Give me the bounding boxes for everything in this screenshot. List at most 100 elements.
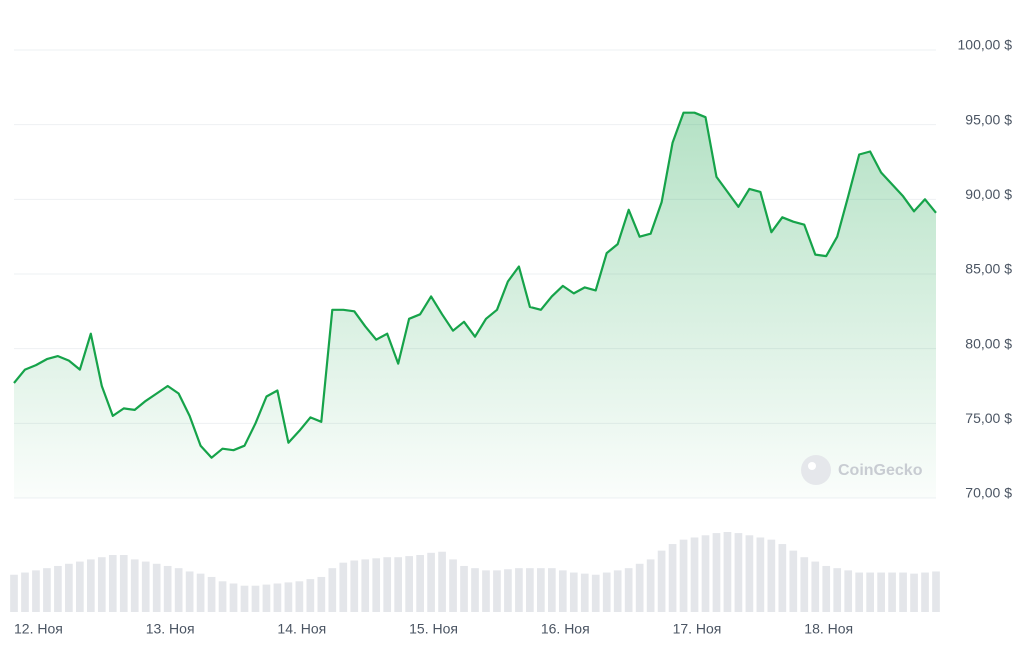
x-tick-label: 14. Ноя [277,621,326,637]
volume-bar [32,570,40,612]
volume-bar [558,570,567,612]
volume-bar [130,559,139,612]
volume-bar [152,563,161,612]
y-tick-label: 85,00 $ [965,261,1012,277]
volume-bar [54,565,62,612]
volume-bar [547,568,556,612]
volume-bar [690,537,699,612]
volume-bar [844,570,853,612]
volume-bar [97,557,106,612]
volume-bar [602,572,611,612]
volume-bar [119,555,128,612]
volume-bar [833,568,842,612]
volume-bar [295,581,304,612]
x-tick-label: 17. Ноя [673,621,722,637]
volume-bar [679,539,688,612]
volume-bar [394,557,403,612]
volume-bar [767,539,776,612]
volume-bar [668,544,677,612]
volume-bar [910,573,918,612]
volume-bar [240,585,249,612]
volume-bar [185,571,194,612]
volume-bar [580,573,589,612]
volume-bar [460,565,468,612]
volume-bar [855,572,864,612]
volume-bar [613,570,622,612]
volume-bar [427,552,435,612]
volume-bar [800,557,809,612]
volume-bar [646,559,655,612]
price-area [14,112,936,498]
volume-bar [822,565,831,612]
volume-bar [624,568,633,612]
volume-bar [86,559,95,612]
volume-bar [207,576,216,612]
volume-bar [108,555,117,612]
volume-bar [811,561,820,612]
volume-bar [888,572,896,612]
volume-bar [372,558,381,612]
volume-bar [701,535,710,612]
volume-bar [712,533,721,612]
x-tick-label: 16. Ноя [541,621,590,637]
volume-bar [789,550,798,612]
volume-bar [504,569,512,612]
volume-bar [383,557,392,612]
volume-bar [284,582,293,612]
y-tick-label: 95,00 $ [965,111,1012,127]
volume-bar [196,573,205,612]
volume-bar [493,570,501,612]
volume-bar [361,559,370,612]
volume-bar [21,572,29,612]
x-tick-label: 13. Ноя [146,621,195,637]
volume-bar [591,574,600,612]
volume-bar [339,562,348,612]
volume-bar [745,535,754,612]
y-tick-label: 70,00 $ [965,485,1012,501]
volume-bar [482,570,490,612]
volume-bar [438,551,446,612]
y-tick-label: 80,00 $ [965,335,1012,351]
volume-bar [569,572,578,612]
volume-bar [141,561,150,612]
volume-bar [526,568,534,612]
volume-bar [43,568,51,612]
volume-bar [866,572,874,612]
volume-bar [229,583,238,612]
volume-bar [537,568,545,612]
x-tick-label: 18. Ноя [804,621,853,637]
volume-bar [932,571,940,612]
volume-bar [350,560,359,612]
volume-bar [306,579,315,612]
volume-bar [734,533,743,612]
volume-bar [921,572,929,612]
volume-bar [76,561,84,612]
volume-bar [723,532,732,612]
volume-bar [449,559,457,612]
volume-bar [416,555,424,612]
volume-bar [778,544,787,612]
volume-bar [328,568,337,612]
volume-bar [899,572,907,612]
volume-bar [317,576,326,612]
watermark-text: CoinGecko [838,462,923,479]
volume-bar [163,565,172,612]
x-tick-label: 12. Ноя [14,621,63,637]
volume-bar [405,556,413,612]
price-line [13,111,937,459]
volume-bar [174,568,183,612]
volume-bar [515,568,523,612]
x-tick-label: 15. Ноя [409,621,458,637]
volume-bar [251,585,260,612]
y-tick-label: 100,00 $ [958,37,1013,53]
volume-bar [65,563,73,612]
volume-bar [657,550,666,612]
volume-bar [877,572,885,612]
volume-bar [471,568,479,612]
watermark: CoinGecko [801,455,923,485]
volume-bar [273,583,282,612]
y-tick-label: 75,00 $ [965,410,1012,426]
volume-bar [218,581,227,612]
